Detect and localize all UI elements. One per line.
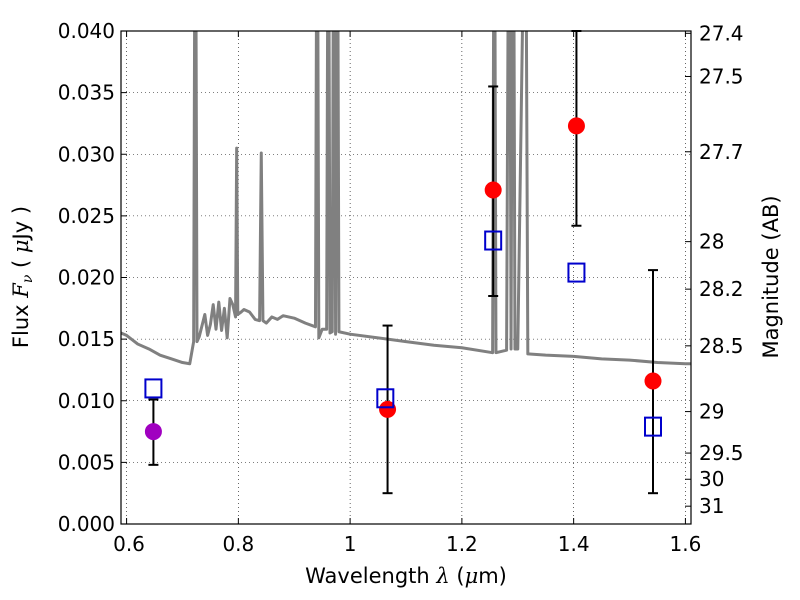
- y2-tick-label: 29: [699, 400, 724, 424]
- y2-tick-label: 29.5: [699, 441, 744, 465]
- grid-lines: [121, 31, 691, 524]
- spectrum-line: [121, 31, 691, 366]
- model-point: [376, 388, 395, 409]
- data-point: [567, 117, 585, 135]
- x-axis-title: Wavelength λ (μm): [305, 564, 507, 588]
- y2-tick-label: 28.2: [699, 277, 744, 301]
- axis-ticks: 0.6 0.8 1 1.2 1.4 1.6 0.000 0.005 0.010 0.015 0.02…: [58, 19, 744, 556]
- x-tick-label: 1.6: [670, 532, 702, 556]
- data-point: [379, 400, 397, 418]
- y-axis-title: Flux Fν ( μJy ): [9, 206, 36, 348]
- y-tick-label: 0.025: [58, 204, 115, 228]
- data-point: [144, 423, 162, 441]
- y-tick-label: 0.005: [58, 450, 115, 474]
- data-point: [484, 181, 502, 199]
- x-tick-label: 1.4: [558, 532, 590, 556]
- y2-tick-label: 28.5: [699, 334, 744, 358]
- y2-tick-label: 28: [699, 230, 724, 254]
- model-point: [644, 416, 662, 437]
- y-tick-label: 0.035: [58, 81, 115, 105]
- y-tick-label: 0.040: [58, 19, 115, 43]
- x-tick-label: 0.6: [113, 532, 145, 556]
- y2-tick-label: 27.7: [699, 140, 744, 164]
- model-point: [484, 230, 503, 251]
- y2-tick-label: 27.5: [699, 64, 744, 88]
- y-tick-label: 0.030: [58, 142, 115, 166]
- y2-tick-label: 27.4: [699, 21, 744, 45]
- x-tick-label: 1: [344, 532, 357, 556]
- series-layer: [121, 31, 691, 366]
- data-point: [644, 372, 662, 390]
- x-tick-label: 0.8: [222, 532, 254, 556]
- y-tick-label: 0.010: [58, 389, 115, 413]
- x-tick-label: 1.2: [446, 532, 478, 556]
- y-tick-label: 0.000: [58, 512, 115, 536]
- y2-tick-label: 31: [699, 494, 724, 518]
- y2-tick-label: 30: [699, 467, 724, 491]
- model-point: [144, 378, 163, 399]
- y2-axis-title: Magnitude (AB): [759, 195, 783, 358]
- model-point: [567, 262, 586, 283]
- y-tick-label: 0.020: [58, 266, 115, 290]
- markers-layer: [144, 30, 662, 495]
- y-tick-label: 0.015: [58, 327, 115, 351]
